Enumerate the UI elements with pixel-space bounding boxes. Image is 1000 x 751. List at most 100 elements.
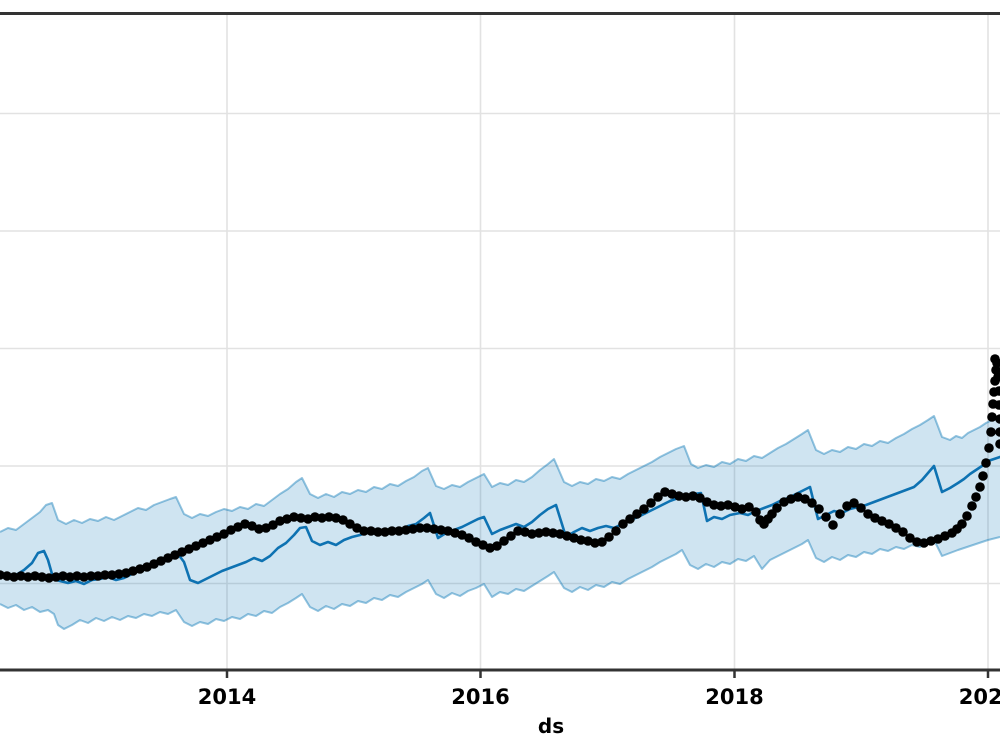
data-point [100, 570, 110, 580]
data-point [429, 524, 439, 534]
data-point [975, 482, 985, 492]
data-point [408, 524, 418, 534]
data-point [987, 412, 997, 422]
data-point [527, 529, 537, 539]
uncertainty-band [0, 415, 1000, 630]
data-point [9, 572, 19, 582]
data-point [984, 443, 994, 453]
data-point [114, 569, 124, 579]
data-point [394, 526, 404, 536]
data-point [994, 386, 1000, 396]
x-axis-label: ds [538, 714, 564, 738]
actual-data-points [0, 354, 1000, 583]
data-point [415, 523, 425, 533]
data-point [898, 527, 908, 537]
data-point [51, 572, 61, 582]
data-point [814, 504, 824, 514]
data-point [93, 571, 103, 581]
data-point [891, 523, 901, 533]
data-point [674, 491, 684, 501]
data-point [863, 509, 873, 519]
data-point [986, 427, 996, 437]
data-point [548, 528, 558, 538]
data-point [962, 511, 972, 521]
data-point [716, 501, 726, 511]
data-point [317, 513, 327, 523]
data-point [611, 526, 621, 536]
x-tick-label: 2018 [705, 685, 763, 709]
data-point [744, 502, 754, 512]
data-point [828, 520, 838, 530]
data-point [993, 372, 1000, 382]
data-point [800, 494, 810, 504]
data-point [618, 519, 628, 529]
data-point [646, 498, 656, 508]
data-point [492, 541, 502, 551]
data-point [359, 526, 369, 536]
data-point [534, 528, 544, 538]
data-point [37, 572, 47, 582]
data-point [310, 512, 320, 522]
data-point [772, 503, 782, 513]
axis-labels: 2014 2016 2018 2020 ds [198, 685, 1000, 738]
data-point [324, 512, 334, 522]
data-point [992, 358, 1000, 368]
data-point [373, 527, 383, 537]
data-point [625, 514, 635, 524]
data-point [751, 507, 761, 517]
data-point [65, 572, 75, 582]
data-point [604, 532, 614, 542]
data-point [345, 519, 355, 529]
data-point [464, 533, 474, 543]
data-point [254, 524, 264, 534]
axis-spines [0, 12, 1000, 672]
data-point [849, 498, 859, 508]
data-point [681, 492, 691, 502]
data-point [380, 527, 390, 537]
data-point [821, 512, 831, 522]
data-point [632, 509, 642, 519]
data-point [513, 526, 523, 536]
data-point [639, 504, 649, 514]
data-point [219, 529, 229, 539]
data-point [23, 572, 33, 582]
data-point [58, 571, 68, 581]
data-point [506, 531, 516, 541]
data-point [422, 523, 432, 533]
data-point [366, 526, 376, 536]
data-point [709, 500, 719, 510]
data-point [107, 570, 117, 580]
data-point [268, 520, 278, 530]
data-point [16, 571, 26, 581]
data-point [981, 458, 991, 468]
uncertainty-upper-edge [0, 415, 1000, 533]
uncertainty-band-fill [0, 416, 1000, 629]
data-point [401, 525, 411, 535]
data-point [86, 571, 96, 581]
data-point [856, 503, 866, 513]
data-point [387, 526, 397, 536]
data-point [884, 519, 894, 529]
data-point [597, 537, 607, 547]
x-tick-label: 2020 [959, 685, 1000, 709]
x-tick-label: 2014 [198, 685, 256, 709]
x-axis-ticks [225, 670, 990, 678]
uncertainty-lower-edge [0, 536, 1000, 630]
data-point [995, 427, 1000, 437]
data-point [835, 509, 845, 519]
data-point [2, 571, 12, 581]
x-tick-label: 2016 [451, 685, 509, 709]
data-point [338, 515, 348, 525]
data-point [807, 498, 817, 508]
data-point [653, 492, 663, 502]
data-point [978, 471, 988, 481]
data-point [912, 537, 922, 547]
data-point [967, 501, 977, 511]
data-point [995, 439, 1000, 449]
data-point [79, 572, 89, 582]
data-point [905, 533, 915, 543]
data-point [541, 527, 551, 537]
data-point [436, 525, 446, 535]
